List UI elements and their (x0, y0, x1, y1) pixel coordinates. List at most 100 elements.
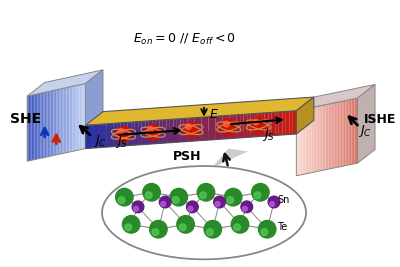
Polygon shape (110, 123, 114, 147)
Polygon shape (38, 93, 39, 159)
Polygon shape (100, 124, 103, 148)
Polygon shape (310, 108, 312, 173)
Circle shape (118, 128, 124, 134)
Polygon shape (222, 116, 226, 139)
Polygon shape (237, 115, 240, 138)
Polygon shape (74, 86, 75, 151)
Polygon shape (152, 128, 156, 144)
Polygon shape (184, 118, 188, 142)
Circle shape (118, 197, 125, 203)
Polygon shape (212, 116, 216, 140)
Polygon shape (306, 108, 307, 174)
Polygon shape (341, 101, 342, 167)
Polygon shape (212, 131, 216, 140)
Circle shape (186, 201, 198, 213)
Polygon shape (251, 132, 254, 137)
Polygon shape (240, 132, 244, 138)
Polygon shape (194, 130, 198, 141)
Polygon shape (247, 132, 251, 138)
Polygon shape (50, 91, 52, 156)
Polygon shape (289, 134, 293, 135)
Circle shape (261, 229, 268, 235)
Polygon shape (194, 117, 198, 141)
Polygon shape (322, 105, 324, 170)
Circle shape (159, 196, 171, 208)
Polygon shape (282, 111, 286, 135)
Polygon shape (30, 95, 32, 160)
Circle shape (224, 121, 229, 127)
Polygon shape (66, 87, 68, 153)
Polygon shape (304, 109, 306, 174)
Polygon shape (142, 128, 145, 145)
Polygon shape (33, 95, 34, 160)
Polygon shape (293, 111, 296, 134)
Polygon shape (110, 126, 114, 147)
Text: $J_S$: $J_S$ (262, 127, 275, 143)
Polygon shape (327, 104, 328, 170)
Polygon shape (114, 126, 117, 147)
Polygon shape (324, 105, 326, 170)
Polygon shape (233, 115, 237, 138)
Polygon shape (170, 119, 173, 143)
Polygon shape (45, 92, 46, 158)
Polygon shape (138, 127, 142, 145)
Polygon shape (86, 125, 89, 148)
Polygon shape (205, 130, 208, 140)
Polygon shape (240, 114, 244, 138)
Polygon shape (27, 70, 103, 96)
Polygon shape (65, 88, 66, 153)
Circle shape (161, 202, 166, 206)
Polygon shape (142, 121, 145, 145)
Circle shape (177, 215, 194, 233)
Polygon shape (334, 103, 336, 168)
Circle shape (172, 197, 179, 203)
Polygon shape (149, 128, 152, 144)
Polygon shape (202, 117, 205, 140)
Polygon shape (177, 129, 180, 142)
Text: ISHE: ISHE (363, 113, 396, 126)
Circle shape (252, 183, 269, 201)
Polygon shape (52, 91, 54, 156)
Polygon shape (316, 106, 318, 172)
Polygon shape (279, 133, 282, 135)
Polygon shape (56, 89, 58, 155)
Polygon shape (43, 92, 45, 158)
Circle shape (186, 124, 192, 129)
Polygon shape (258, 113, 261, 137)
Polygon shape (230, 131, 233, 139)
Polygon shape (226, 131, 230, 139)
Circle shape (258, 221, 276, 238)
Polygon shape (62, 88, 64, 154)
Polygon shape (156, 120, 159, 144)
Circle shape (200, 192, 206, 199)
Polygon shape (307, 108, 308, 174)
Circle shape (145, 124, 161, 140)
Polygon shape (286, 134, 289, 135)
Polygon shape (338, 102, 339, 167)
Polygon shape (268, 133, 272, 136)
Circle shape (242, 206, 247, 211)
Polygon shape (124, 122, 128, 146)
Polygon shape (208, 130, 212, 140)
Polygon shape (312, 107, 313, 172)
Polygon shape (188, 118, 191, 142)
Polygon shape (27, 96, 29, 161)
Polygon shape (275, 133, 279, 135)
Polygon shape (212, 148, 248, 168)
Polygon shape (96, 126, 100, 148)
Text: $J_C$: $J_C$ (358, 123, 371, 139)
Circle shape (148, 126, 154, 132)
Polygon shape (64, 88, 65, 153)
Polygon shape (77, 85, 78, 151)
Circle shape (134, 206, 138, 211)
Circle shape (270, 202, 274, 206)
Circle shape (215, 202, 220, 206)
Polygon shape (326, 104, 327, 170)
Polygon shape (358, 84, 375, 163)
Polygon shape (42, 93, 43, 158)
Polygon shape (333, 103, 334, 168)
Polygon shape (319, 106, 321, 171)
Polygon shape (298, 110, 300, 175)
Polygon shape (247, 114, 251, 138)
Circle shape (231, 215, 249, 233)
